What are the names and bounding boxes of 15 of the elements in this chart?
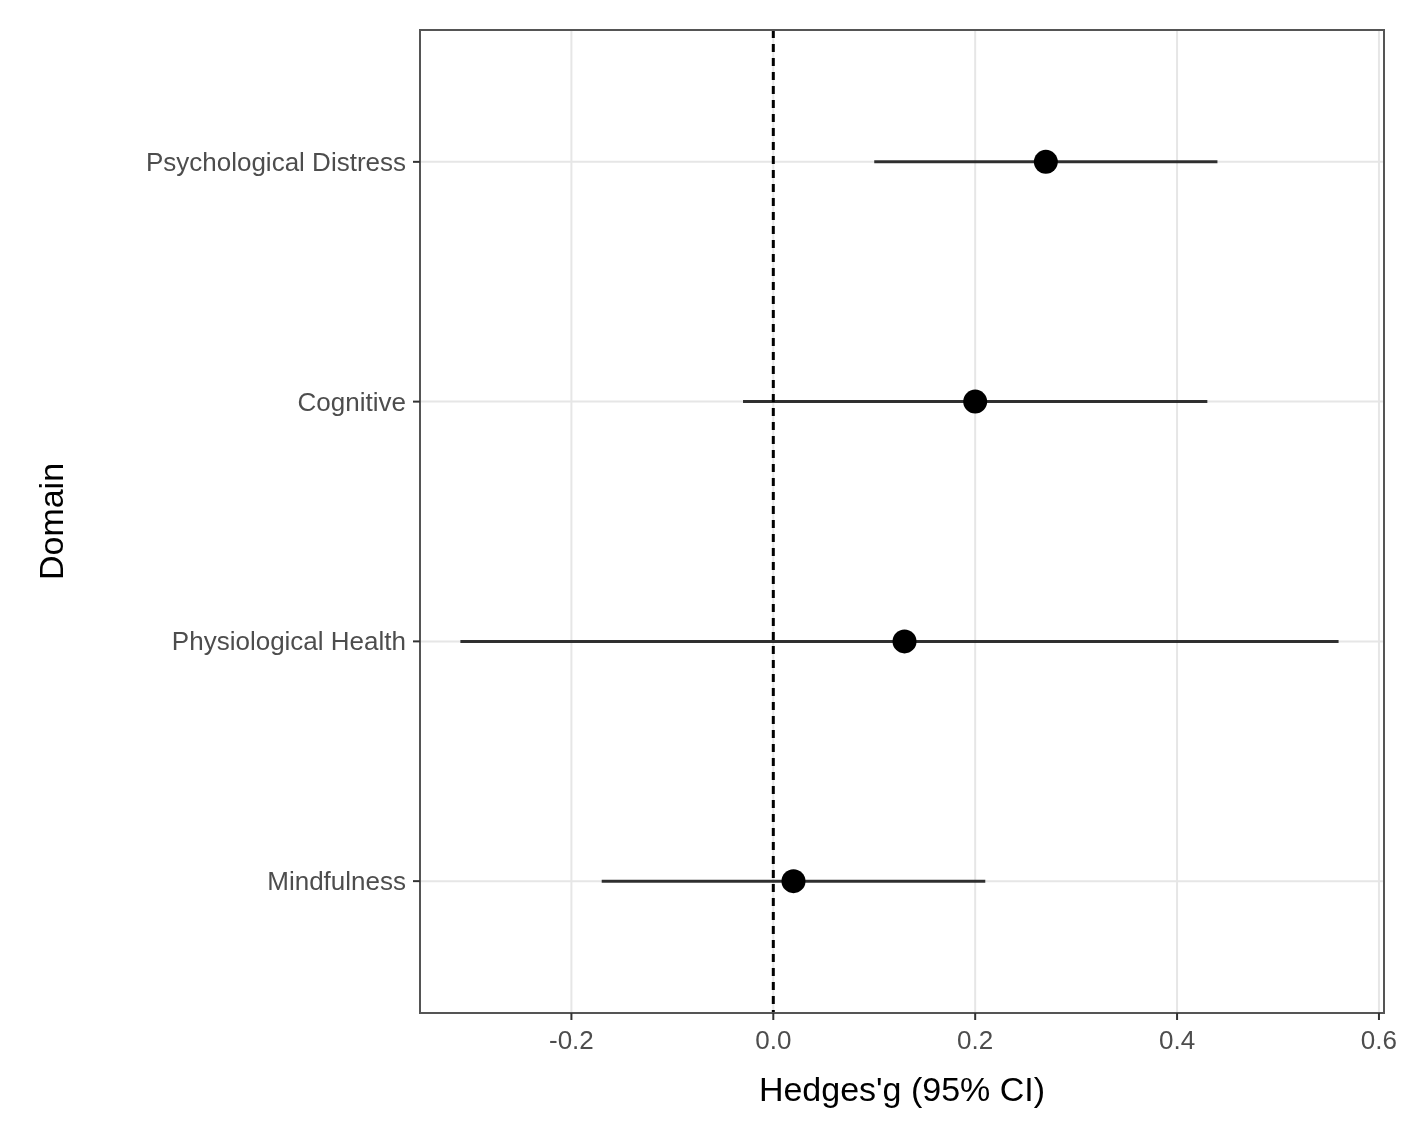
point	[963, 389, 988, 414]
point	[1033, 149, 1058, 174]
y-tick-label: Psychological Distress	[145, 146, 406, 177]
x-tick-label: -0.2	[549, 1025, 594, 1055]
x-tick-label: 0.0	[755, 1025, 792, 1055]
point	[892, 629, 917, 654]
y-tick-label: Physiological Health	[171, 626, 406, 657]
x-tick-label: 0.2	[957, 1025, 994, 1055]
x-tick-label: 0.4	[1158, 1025, 1196, 1055]
x-tick-label: 0.6	[1360, 1025, 1398, 1055]
y-tick-label: Mindfulness	[267, 866, 406, 897]
x-axis-title: Hedges'g (95% CI)	[758, 1070, 1046, 1108]
y-tick-label: Cognitive	[297, 386, 406, 417]
y-axis-title: Domain	[32, 462, 70, 581]
point	[781, 869, 806, 894]
